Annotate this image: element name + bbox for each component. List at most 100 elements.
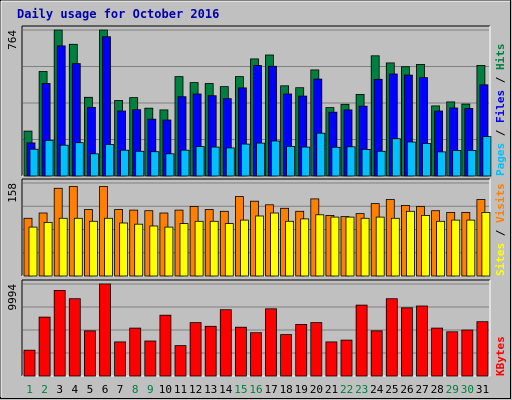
day-label: 23	[355, 383, 368, 396]
day-label: 19	[295, 383, 308, 396]
bar-kbytes	[355, 304, 368, 377]
bar-pages	[150, 151, 160, 177]
series-sites	[28, 210, 491, 277]
bar-kbytes	[325, 341, 338, 377]
day-label: 2	[41, 383, 48, 396]
bar-sites	[270, 212, 279, 277]
bar-kbytes	[114, 341, 126, 377]
bar-kbytes	[250, 332, 262, 377]
bar-sites	[209, 220, 219, 277]
day-label: 22	[340, 383, 353, 396]
legend-kbytes: KBytes	[494, 336, 507, 376]
bar-pages	[135, 150, 145, 177]
legend-entry: KBytes	[494, 336, 507, 376]
day-label: 27	[415, 383, 428, 396]
legend-entry: Pages	[494, 143, 507, 176]
bar-kbytes	[23, 349, 36, 377]
bar-pages	[467, 149, 477, 177]
bar-sites	[436, 220, 446, 277]
bar-sites	[315, 214, 325, 277]
bar-kbytes	[144, 340, 157, 377]
day-label: 3	[56, 383, 63, 396]
bar-sites	[466, 219, 476, 277]
bar-pages	[59, 144, 69, 177]
bar-kbytes	[340, 339, 353, 377]
bar-sites	[345, 216, 355, 277]
bar-sites	[28, 226, 38, 277]
bar-sites	[300, 218, 310, 277]
bar-kbytes	[461, 329, 474, 377]
bar-pages	[29, 148, 39, 177]
bar-pages	[165, 153, 175, 177]
day-label: 31	[476, 383, 489, 396]
bar-pages	[271, 140, 280, 177]
bar-pages	[361, 148, 371, 177]
day-label: 8	[132, 383, 139, 396]
panel-visits: 158 Sites / Visits	[6, 178, 507, 277]
bar-sites	[255, 215, 264, 277]
bar-pages	[437, 151, 447, 177]
bar-kbytes	[53, 289, 66, 377]
bar-kbytes	[370, 330, 383, 377]
bar-kbytes	[476, 321, 489, 377]
day-label: 21	[325, 383, 338, 396]
bar-sites	[194, 220, 204, 277]
bar-kbytes	[265, 308, 277, 377]
bar-sites	[134, 223, 144, 277]
bar-pages	[195, 146, 205, 177]
day-label: 29	[446, 383, 459, 396]
legend-visits: Sites / Visits	[494, 183, 507, 276]
bar-pages	[286, 145, 296, 177]
day-label: 18	[280, 383, 293, 396]
bar-kbytes	[234, 326, 247, 377]
bar-pages	[180, 149, 190, 177]
bar-sites	[43, 221, 53, 277]
bar-pages	[105, 144, 114, 177]
day-label: 11	[174, 383, 187, 396]
bar-pages	[256, 142, 265, 177]
bar-kbytes	[38, 316, 51, 377]
bar-pages	[240, 143, 250, 177]
bar-pages	[44, 140, 54, 177]
bar-pages	[376, 150, 386, 177]
series-pages	[29, 132, 492, 177]
series-kbytes	[23, 283, 489, 377]
day-label: 25	[385, 383, 398, 396]
panel-kbytes: 9994 KBytes	[6, 279, 507, 377]
bar-sites	[405, 210, 415, 277]
series-files	[26, 36, 489, 177]
bar-pages	[482, 136, 492, 177]
day-labels: 1 2 3 4 5 6 7 8 9 10 11 12 13 14 15 16 17 18 19 20 21 22 23 24 2…	[26, 383, 489, 396]
bar-pages	[452, 149, 462, 177]
legend-separator: /	[494, 70, 507, 90]
bar-kbytes	[129, 327, 142, 377]
day-label: 15	[234, 383, 247, 396]
day-label: 13	[204, 383, 217, 396]
day-label: 1	[26, 383, 33, 396]
day-label: 30	[461, 383, 474, 396]
bar-kbytes	[219, 309, 232, 377]
panel-hits: 764 Pages / Files / Hits	[6, 25, 507, 177]
ymax-label: 764	[6, 30, 19, 50]
bar-sites	[104, 217, 113, 277]
bar-sites	[451, 219, 461, 277]
bar-sites	[285, 220, 295, 277]
bar-pages	[406, 141, 416, 177]
bar-kbytes	[446, 331, 459, 377]
bar-sites	[360, 217, 370, 277]
bar-pages	[331, 146, 341, 177]
ymax-label: 9994	[6, 284, 19, 311]
day-label: 20	[310, 383, 323, 396]
day-label: 26	[400, 383, 413, 396]
legend-entry: Files	[494, 90, 507, 123]
bar-kbytes	[189, 322, 202, 377]
bar-sites	[390, 217, 400, 277]
bar-kbytes	[68, 298, 81, 377]
ymax-label: 158	[6, 183, 19, 203]
bar-pages	[120, 149, 129, 177]
bar-pages	[422, 143, 431, 177]
day-label: 14	[219, 383, 233, 396]
bar-pages	[74, 142, 84, 177]
legend-entry: Sites	[494, 243, 507, 276]
bar-kbytes	[431, 327, 444, 377]
